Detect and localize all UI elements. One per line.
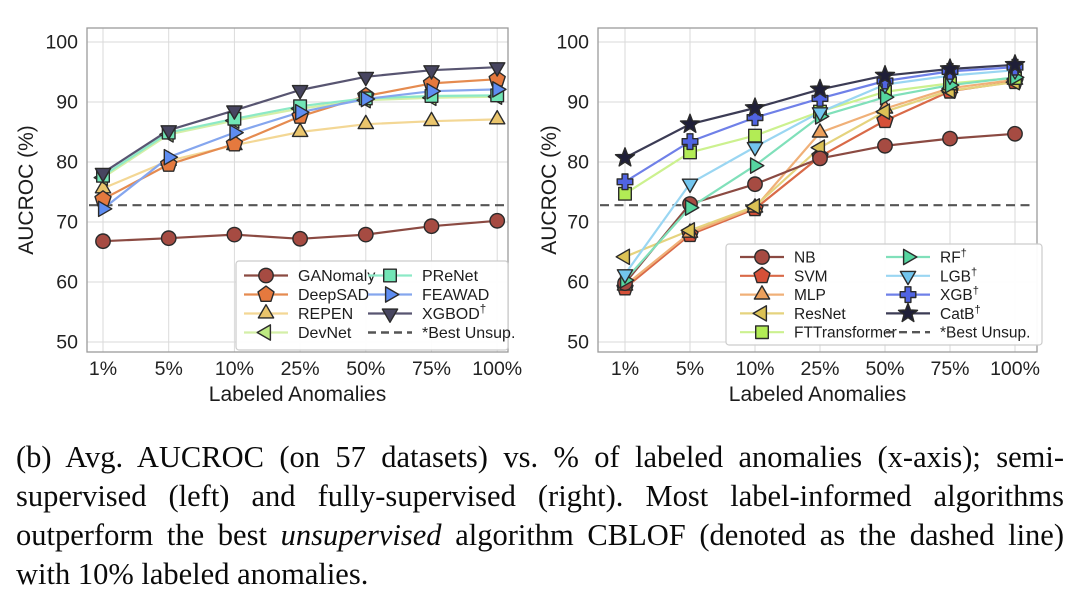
legend-label-FEAWAD: FEAWAD xyxy=(422,287,489,304)
caption-text-1: (b) Avg. AUCROC (on 57 datasets) vs. % o… xyxy=(16,440,1064,553)
legend-item-ResNet: ResNet xyxy=(740,305,846,323)
x-tick-75%: 75% xyxy=(930,358,969,380)
legend-item-FEAWAD: FEAWAD xyxy=(368,286,489,304)
legend-label-MLP: MLP xyxy=(794,287,826,304)
x-axis-label: Labeled Anomalies xyxy=(729,383,906,406)
series-CatB†-markers xyxy=(614,54,1026,167)
legend-item-FTTransformer: FTTransformer xyxy=(740,325,897,342)
legend-label-CatB†: CatB† xyxy=(940,304,981,323)
y-tick-60: 60 xyxy=(567,272,589,294)
legend-label-FTTransformer: FTTransformer xyxy=(794,325,897,342)
legend-item-RF†: RF† xyxy=(886,248,967,267)
charts-row: 50 60 70 80 90 100 1% 5% 10% 25% 50% 75% 100% Labeled… xyxy=(15,27,1043,406)
legend-box xyxy=(725,243,1043,346)
legend-label-LGB†: LGB† xyxy=(940,266,977,285)
figure-caption: (b) Avg. AUCROC (on 57 datasets) vs. % o… xyxy=(16,438,1064,594)
legend-item-NB: NB xyxy=(740,249,816,267)
legend-label-*Best Unsup.: *Best Unsup. xyxy=(940,325,1030,342)
legend-label-ResNet: ResNet xyxy=(794,306,846,323)
x-tick-100%: 100% xyxy=(472,358,522,380)
legend-label-PReNet: PReNet xyxy=(422,268,479,285)
chart-fully-supervised: 50 60 70 80 90 100 1% 5% 10% 25% 50% 75% 100% Labeled… xyxy=(540,27,1043,406)
plot-border xyxy=(86,27,509,353)
legend-item-*Best Unsup.: *Best Unsup. xyxy=(368,325,515,342)
caption-italic-word: unsupervised xyxy=(280,518,442,553)
y-tick-80: 80 xyxy=(56,152,78,174)
y-tick-100: 100 xyxy=(45,32,78,54)
legend-label-SVM: SVM xyxy=(794,268,828,285)
legend-label-XGBOD†: XGBOD† xyxy=(422,304,486,323)
legend-item-DeepSAD: DeepSAD xyxy=(244,285,369,304)
legend-label-GANomaly: GANomaly xyxy=(298,268,375,285)
x-tick-5%: 5% xyxy=(676,358,704,380)
y-tick-50: 50 xyxy=(56,332,78,354)
x-tick-50%: 50% xyxy=(865,358,904,380)
legend-label-DeepSAD: DeepSAD xyxy=(298,287,369,304)
x-tick-1%: 1% xyxy=(611,358,639,380)
legend-item-MLP: MLP xyxy=(740,285,826,304)
x-axis-label: Labeled Anomalies xyxy=(209,383,386,406)
legend-item-XGBOD†: XGBOD† xyxy=(368,304,486,323)
x-tick-50%: 50% xyxy=(346,358,385,380)
x-tick-25%: 25% xyxy=(800,358,839,380)
y-axis-label: AUCROC (%) xyxy=(15,125,38,255)
legend-item-XGB†: XGB† xyxy=(886,285,979,304)
series-FEAWAD-markers xyxy=(97,81,507,218)
legend-item-LGB†: LGB† xyxy=(886,266,977,286)
legend-item-SVM: SVM xyxy=(740,266,828,285)
y-axis-label: AUCROC (%) xyxy=(540,125,561,255)
legend-item-*Best Unsup.: *Best Unsup. xyxy=(886,325,1030,342)
y-tick-70: 70 xyxy=(567,212,589,234)
legend-item-DevNet: DevNet xyxy=(244,324,352,342)
y-tick-90: 90 xyxy=(56,92,78,114)
caption-text-2: algorithm CBLOF (denoted as the dashed l… xyxy=(16,518,1064,592)
legend-item-PReNet: PReNet xyxy=(368,268,479,285)
x-tick-25%: 25% xyxy=(281,358,320,380)
y-tick-90: 90 xyxy=(567,92,589,114)
legend-label-DevNet: DevNet xyxy=(298,325,352,342)
y-tick-100: 100 xyxy=(556,32,589,54)
plot-border xyxy=(597,27,1038,353)
legend: GANomaly DeepSAD REPEN DevNet PReNet FEAWADXG… xyxy=(235,260,515,351)
x-tick-100%: 100% xyxy=(990,358,1040,380)
x-tick-10%: 10% xyxy=(735,358,774,380)
legend-item-REPEN: REPEN xyxy=(244,304,353,323)
legend-label-XGB†: XGB† xyxy=(940,285,979,304)
legend-item-CatB†: CatB† xyxy=(886,302,981,323)
y-tick-50: 50 xyxy=(567,332,589,354)
y-tick-80: 80 xyxy=(567,152,589,174)
legend-label-NB: NB xyxy=(794,250,816,267)
x-tick-1%: 1% xyxy=(89,358,117,380)
legend-label-*Best Unsup.: *Best Unsup. xyxy=(422,325,515,342)
series-GANomaly-markers xyxy=(95,212,506,250)
y-tick-60: 60 xyxy=(56,272,78,294)
x-tick-75%: 75% xyxy=(412,358,451,380)
tick-labels: 50 60 70 80 90 100 1% 5% 10% 25% 50% 75% 100% xyxy=(45,32,522,381)
y-tick-70: 70 xyxy=(56,212,78,234)
chart-semi-supervised: 50 60 70 80 90 100 1% 5% 10% 25% 50% 75% 100% Labeled… xyxy=(15,27,522,406)
series-XGBOD†-markers xyxy=(94,62,506,183)
legend-label-RF†: RF† xyxy=(940,248,967,267)
x-tick-5%: 5% xyxy=(155,358,183,380)
legend-item-GANomaly: GANomaly xyxy=(244,267,375,285)
legend-box xyxy=(235,260,509,351)
x-tick-10%: 10% xyxy=(215,358,254,380)
legend-label-REPEN: REPEN xyxy=(298,306,353,323)
tick-labels: 50 60 70 80 90 100 1% 5% 10% 25% 50% 75% 100% xyxy=(556,32,1039,381)
